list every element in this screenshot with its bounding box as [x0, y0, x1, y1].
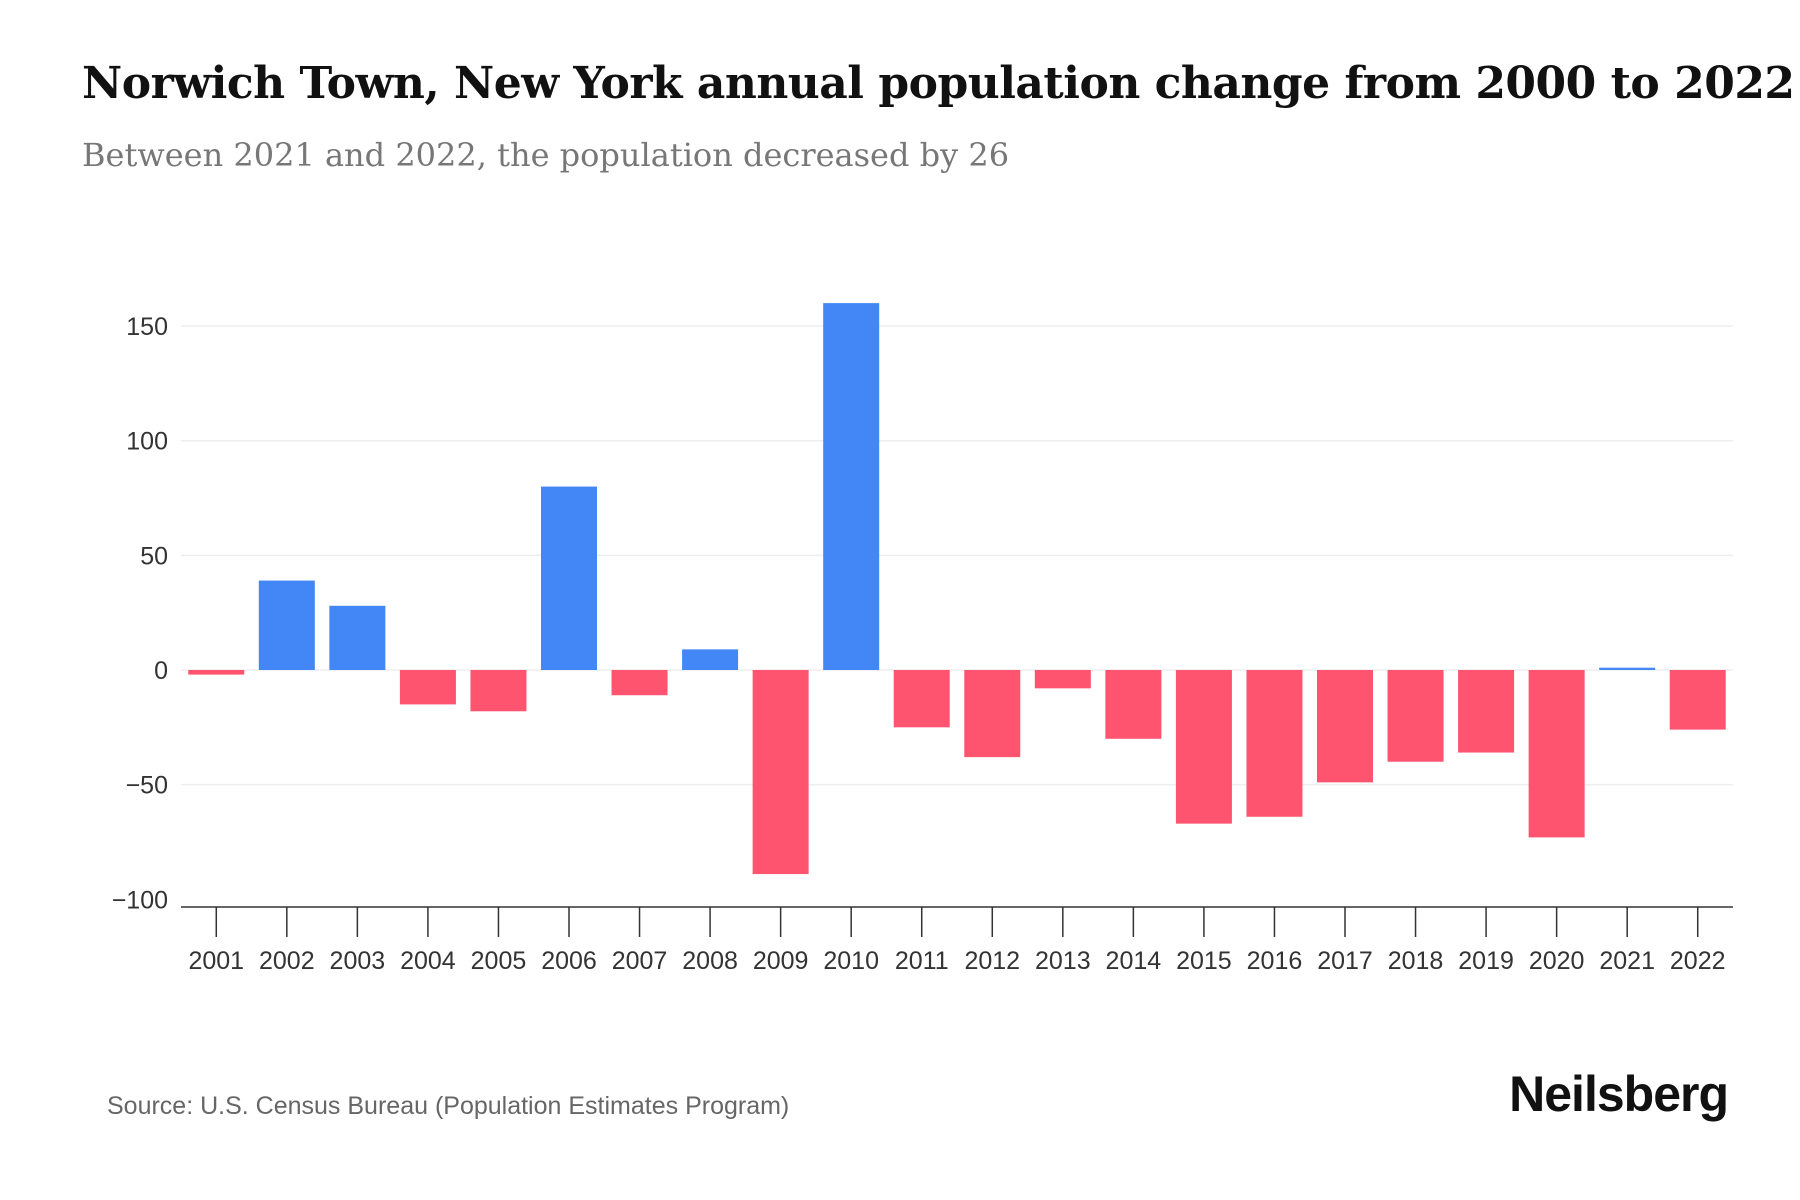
bar-2005	[470, 670, 527, 712]
bar-2002	[258, 580, 315, 670]
x-tick-label: 2015	[1176, 947, 1232, 975]
y-tick-label: −100	[112, 886, 168, 914]
bar-2018	[1387, 670, 1444, 762]
chart-subtitle: Between 2021 and 2022, the population de…	[82, 136, 1010, 174]
bar-2007	[611, 670, 668, 696]
bar-2003	[329, 605, 386, 670]
x-tick-label: 2009	[753, 947, 809, 975]
bar-2020	[1528, 670, 1585, 838]
bar-2010	[823, 303, 880, 670]
bar-2022	[1669, 670, 1726, 730]
y-tick-label: −50	[126, 772, 168, 800]
x-tick-label: 2021	[1599, 947, 1655, 975]
x-tick-label: 2008	[682, 947, 738, 975]
x-tick-label: 2016	[1247, 947, 1303, 975]
bar-2015	[1175, 670, 1232, 824]
bar-2016	[1246, 670, 1303, 817]
x-tick-label: 2013	[1035, 947, 1091, 975]
y-tick-label: 100	[126, 428, 168, 456]
bar-2014	[1105, 670, 1162, 739]
x-tick-label: 2017	[1317, 947, 1373, 975]
source-note: Source: U.S. Census Bureau (Population E…	[107, 1092, 790, 1120]
x-tick-label: 2014	[1106, 947, 1162, 975]
x-tick-label: 2005	[471, 947, 527, 975]
bar-2013	[1034, 670, 1091, 689]
y-tick-label: 50	[140, 542, 168, 570]
x-tick-label: 2018	[1388, 947, 1444, 975]
x-tick-label: 2011	[895, 947, 949, 975]
bar-2012	[964, 670, 1021, 758]
x-tick-label: 2006	[541, 947, 597, 975]
y-tick-label: 0	[154, 657, 168, 685]
x-tick-label: 2001	[188, 947, 244, 975]
x-tick-label: 2010	[823, 947, 879, 975]
x-tick-label: 2019	[1458, 947, 1514, 975]
x-tick-label: 2020	[1529, 947, 1585, 975]
bar-2008	[682, 649, 739, 670]
x-tick-label: 2003	[330, 947, 386, 975]
bar-2006	[541, 486, 597, 670]
chart-title: Norwich Town, New York annual population…	[82, 58, 1795, 109]
x-tick-label: 2004	[400, 947, 456, 975]
bar-2019	[1458, 670, 1515, 753]
y-tick-label: 150	[126, 313, 168, 341]
bar-2001	[188, 670, 245, 675]
bar-2021	[1599, 667, 1656, 670]
x-tick-label: 2012	[964, 947, 1020, 975]
bar-2017	[1317, 670, 1373, 783]
bar-2009	[752, 670, 809, 875]
bar-2004	[399, 670, 456, 705]
x-tick-label: 2007	[612, 947, 668, 975]
x-tick-label: 2002	[259, 947, 315, 975]
x-tick-label: 2022	[1670, 947, 1726, 975]
bar-2011	[893, 670, 950, 728]
neilsberg-logo: Neilsberg	[1509, 1066, 1729, 1122]
